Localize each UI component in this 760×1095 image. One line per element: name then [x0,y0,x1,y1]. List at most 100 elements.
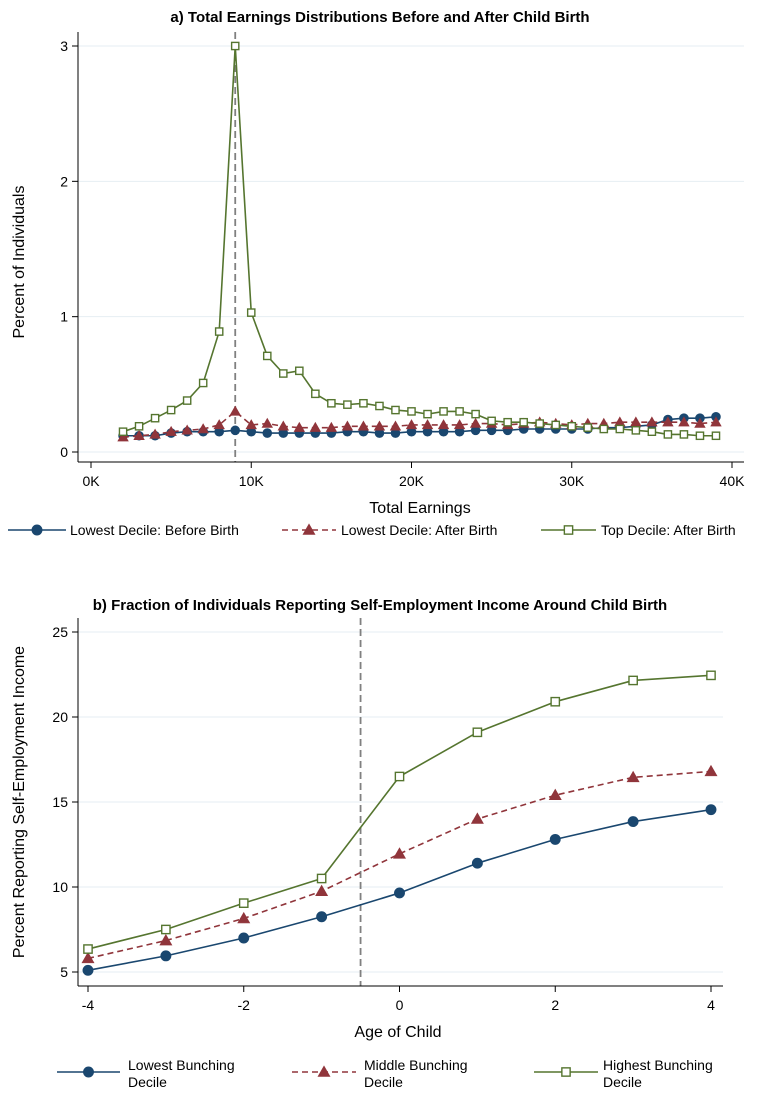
panel-a-data-point [551,420,561,430]
panel-a-data-point [695,431,705,441]
panel-a-data-point [615,424,625,434]
panel-a-data-point [118,427,128,437]
panel-a-data-point [423,409,432,419]
panel-a-data-point [405,419,418,430]
panel-a-data-point [535,419,544,428]
panel-a-data-point [487,416,496,426]
panel-b-legend-item: Middle Bunching Decile [292,1057,468,1090]
panel-b-legend-label: Highest Bunching Decile [603,1057,713,1090]
panel-a-x-tick-label: 30K [559,473,585,489]
panel-a-data-point [181,424,193,435]
panel-b-data-point [705,804,717,816]
panel-a-data-point [391,405,400,415]
panel-b-legend-label: Middle Bunching Decile [364,1057,468,1090]
panel-a-y-tick-label: 2 [60,173,68,189]
panel-a-legend-marker [31,524,43,536]
panel-a-legend-label: Lowest Decile: After Birth [341,522,497,538]
panel-a-legend: Lowest Decile: Before Birth Lowest Decile… [8,522,736,538]
panel-a-data-point [646,416,658,427]
panel-b-data-point [160,950,172,962]
panel-a-data-point [678,416,690,427]
panel-a-data-point [647,427,657,437]
panel-b-data-point [706,670,716,681]
panel-b-data-point [627,816,639,828]
panel-b-data-point [471,857,483,869]
panel-b-x-tick-label: -2 [238,997,251,1013]
panel-a-legend-label: Lowest Decile: Before Birth [70,522,239,538]
panel-b-data-point [549,833,561,845]
panel-b-x-tick-label: -4 [82,997,95,1013]
panel-b-y-tick-label: 5 [60,964,68,980]
panel-a-data-point [197,423,209,434]
panel-a-data-point [519,417,528,427]
panel-b-legend-marker [317,1065,331,1077]
panel-b-series [81,670,718,976]
panel-a-data-point [359,398,368,408]
panel-a-data-point [325,421,338,432]
panel-b-legend: Lowest Bunching Decile Middle Bunching Deci… [57,1057,713,1090]
panel-a-axes [77,32,744,463]
panel-a-series-line [122,45,716,437]
panel-b-gridlines [78,631,723,973]
panel-b-legend-item: Highest Bunching Decile [534,1057,713,1090]
panel-a-data-point [133,429,145,440]
panel-a-y-tick-label: 0 [60,444,68,460]
panel-a-data-point [567,421,577,431]
panel-b-x-tick-label: 0 [396,997,404,1013]
panel-b-legend-label: Lowest Bunching Decile [128,1057,235,1090]
panel-b-legend-item: Lowest Bunching Decile [57,1057,235,1090]
panel-a-data-point [261,417,273,428]
panel-b-y-ticks: 5 10 15 20 25 [52,624,78,980]
panel-b-data-point [704,764,718,777]
panel-a-data-point [117,431,129,442]
panel-b-x-ticks: -4 -2 0 2 4 [82,986,715,1013]
panel-a-title: a) Total Earnings Distributions Before a… [170,9,589,26]
panel-b-y-tick-label: 20 [52,709,68,725]
panel-a-data-point [357,420,370,431]
panel-b-x-tick-label: 4 [707,997,715,1013]
panel-a-data-point [213,419,225,430]
panel-a-x-axis-label: Total Earnings [369,500,470,517]
panel-a-x-ticks: 0K 10K 20K 30K 40K [82,462,745,489]
panel-a-data-point [165,425,177,436]
panel-b-series-2 [83,670,716,954]
panel-b-data-point [238,898,249,908]
panel-a-x-tick-label: 0K [82,473,100,489]
panel-a-legend-item: Top Decile: After Birth [541,522,736,538]
panel-a-legend-marker [563,525,574,535]
panel-a-data-point [389,420,402,431]
panel-a-data-point [373,420,386,431]
panel-a-series-1 [117,405,722,442]
panel-a-x-tick-label: 40K [720,473,746,489]
panel-b-data-point [628,675,638,686]
panel-b-data-point [315,884,329,897]
panel-a-data-point [469,417,482,428]
panel-a-legend-label: Top Decile: After Birth [601,522,736,538]
panel-b-data-point [393,847,406,859]
panel-a-y-axis-label: Percent of Individuals [11,186,28,339]
panel-a-data-point [134,421,144,431]
panel-a-data-point [277,420,290,431]
panel-b-data-point [159,933,173,946]
panel-b: b) Fraction of Individuals Reporting Sel… [11,597,723,1090]
panel-a-y-tick-label: 1 [60,309,68,325]
panel-a-data-point [295,366,304,376]
panel-a-data-point [230,425,241,436]
panel-b-data-point [626,770,640,783]
panel-a-data-point [246,308,256,317]
panel-a-data-point [503,417,512,427]
panel-a-data-point [150,413,160,423]
panel-b-data-point [470,812,484,824]
panel-b-data-point [394,887,405,899]
panel-b-y-axis-label: Percent Reporting Self-Employment Income [11,646,28,958]
panel-b-data-point [316,873,327,884]
panel-a-data-point [279,369,288,378]
panel-b-data-point [316,911,328,923]
panel-b-data-point [161,924,171,935]
panel-b-series-line [87,674,712,950]
panel-b-data-point [394,771,405,782]
panel-a-legend-item: Lowest Decile: Before Birth [8,522,239,538]
panel-b-data-point [237,911,251,924]
panel-a-y-tick-label: 3 [60,38,68,54]
